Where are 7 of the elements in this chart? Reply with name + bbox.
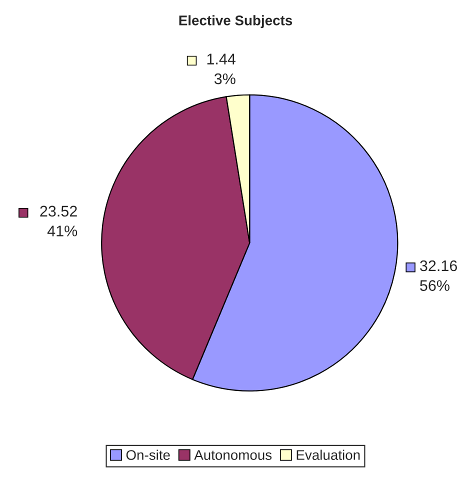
legend-label: Autonomous [194, 450, 272, 460]
data-label: 32.16 56% [420, 260, 457, 291]
data-label: 1.44 3% [207, 54, 236, 84]
legend-label: Evaluation [296, 450, 360, 460]
chart-title: Elective Subjects [179, 15, 292, 28]
data-label: 23.52 41% [40, 206, 78, 236]
legend-label: On-site [126, 450, 170, 460]
